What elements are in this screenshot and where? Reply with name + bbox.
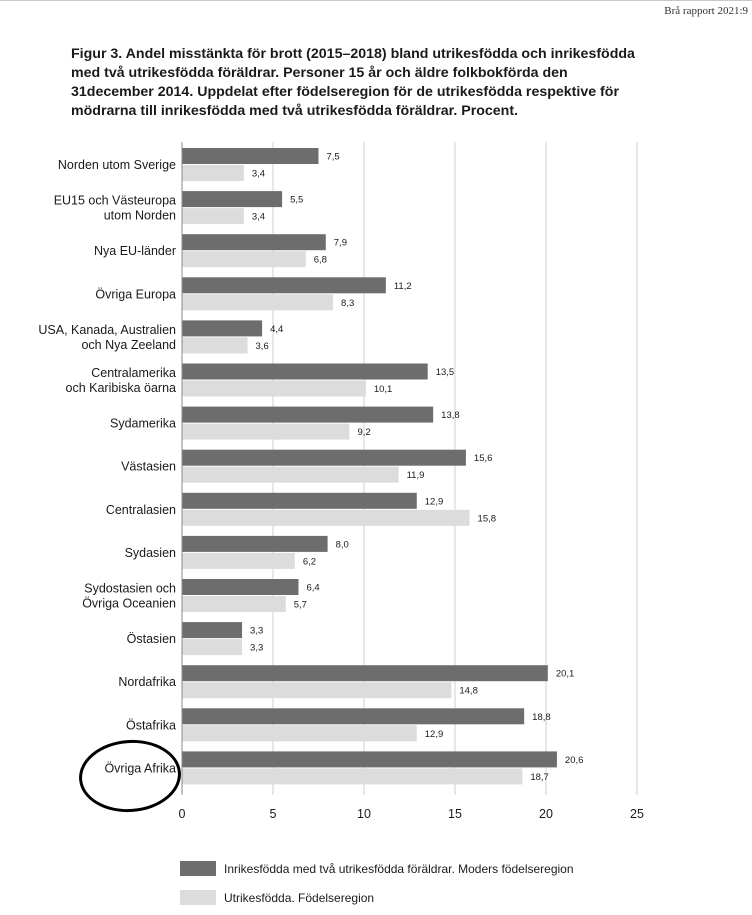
category-label: Västasien (121, 460, 176, 474)
bar-birth-region (182, 682, 452, 699)
category-label: Sydostasien och (84, 582, 176, 596)
bar-birth-region (182, 725, 417, 742)
bar-birth-region (182, 552, 295, 569)
category-label: och Karibiska öarna (66, 381, 177, 395)
bar-birth-region (182, 294, 334, 311)
data-label: 11,9 (407, 470, 425, 481)
data-label: 6,2 (303, 556, 316, 567)
category-label: Norden utom Sverige (58, 158, 176, 172)
bar-birth-region (182, 639, 243, 656)
x-tick-label: 0 (179, 807, 186, 821)
data-label: 18,8 (532, 712, 551, 723)
bar-mothers-birth-region (182, 535, 328, 552)
x-tick-label: 10 (357, 807, 371, 821)
data-label: 9,2 (357, 427, 370, 438)
bar-birth-region (182, 251, 306, 268)
legend-item-mothers-birth-region: Inrikesfödda med två utrikesfödda föräld… (180, 861, 574, 876)
figure-title: Figur 3. Andel misstänkta för brott (201… (71, 46, 635, 119)
x-tick-label: 15 (448, 807, 462, 821)
data-label: 3,3 (250, 643, 263, 654)
legend-label: Inrikesfödda med två utrikesfödda föräld… (224, 861, 574, 876)
bar-mothers-birth-region (182, 708, 525, 725)
data-label: 11,2 (394, 281, 412, 292)
data-label: 20,1 (556, 669, 575, 680)
category-label: Centralamerika (91, 366, 176, 380)
bar-mothers-birth-region (182, 622, 243, 639)
bar-birth-region (182, 423, 350, 440)
report-tag: Brå rapport 2021:9 (664, 5, 748, 17)
category-label: USA, Kanada, Australien (38, 323, 176, 337)
top-rule (0, 0, 752, 1)
bar-mothers-birth-region (182, 449, 466, 466)
x-tick-label: 20 (539, 807, 553, 821)
data-label: 6,8 (314, 255, 327, 266)
data-label: 8,3 (341, 298, 354, 309)
bar-mothers-birth-region (182, 320, 263, 337)
data-label: 20,6 (565, 755, 584, 766)
data-label: 15,8 (478, 513, 497, 524)
data-label: 6,4 (306, 583, 319, 594)
data-label: 3,4 (252, 169, 265, 180)
category-label: Centralasien (106, 503, 176, 517)
data-label: 10,1 (374, 384, 393, 395)
category-label: och Nya Zeeland (81, 338, 176, 352)
bar-mothers-birth-region (182, 191, 283, 208)
bar-birth-region (182, 337, 248, 354)
category-label: Övriga Afrika (104, 761, 176, 775)
data-label: 12,9 (425, 729, 444, 740)
category-label: Nya EU-länder (94, 244, 176, 258)
bar-mothers-birth-region (182, 277, 386, 294)
bar-mothers-birth-region (182, 579, 299, 595)
data-label: 13,5 (436, 367, 455, 378)
bar-birth-region (182, 596, 286, 612)
bar-birth-region (182, 165, 244, 181)
bar-mothers-birth-region (182, 363, 428, 380)
legend-swatch-dark (180, 861, 216, 876)
bar-mothers-birth-region (182, 234, 326, 251)
data-label: 3,3 (250, 626, 263, 637)
category-label: Sydamerika (110, 417, 176, 431)
bar-mothers-birth-region (182, 665, 548, 682)
data-label: 7,5 (327, 152, 340, 163)
bar-birth-region (182, 768, 523, 785)
data-label: 13,8 (441, 410, 460, 421)
category-label: Sydasien (125, 546, 176, 560)
data-label: 14,8 (459, 686, 478, 697)
x-tick-label: 5 (270, 807, 277, 821)
bar-mothers-birth-region (182, 751, 557, 768)
legend-swatch-light (180, 890, 216, 905)
category-label: utom Norden (104, 209, 176, 223)
data-label: 7,9 (334, 238, 347, 249)
data-label: 3,6 (256, 341, 269, 352)
data-label: 4,4 (270, 324, 283, 335)
category-label: Östafrika (126, 718, 176, 732)
x-tick-label: 25 (630, 807, 644, 821)
bar-birth-region (182, 466, 399, 483)
category-label: Östasien (127, 632, 176, 646)
bar-mothers-birth-region (182, 148, 319, 164)
bar-mothers-birth-region (182, 406, 434, 423)
category-label: Övriga Europa (95, 287, 176, 301)
bar-mothers-birth-region (182, 492, 417, 509)
data-label: 18,7 (530, 772, 549, 783)
data-label: 5,5 (290, 195, 303, 206)
category-label: Nordafrika (118, 675, 176, 689)
data-label: 5,7 (294, 600, 307, 611)
category-label: EU15 och Västeuropa (54, 194, 176, 208)
data-label: 12,9 (425, 496, 444, 507)
bar-birth-region (182, 509, 470, 526)
category-label: Övriga Oceanien (82, 597, 176, 611)
data-label: 8,0 (336, 539, 349, 550)
legend-item-birth-region: Utrikesfödda. Födelseregion (180, 890, 374, 905)
bar-birth-region (182, 208, 244, 225)
legend-label: Utrikesfödda. Födelseregion (224, 890, 375, 905)
bar-birth-region (182, 380, 366, 397)
data-label: 3,4 (252, 212, 265, 223)
data-label: 15,6 (474, 453, 493, 464)
